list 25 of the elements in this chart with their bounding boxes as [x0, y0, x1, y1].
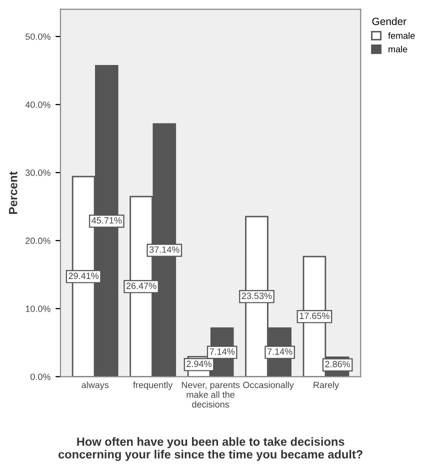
data-label: 2.86%	[325, 360, 350, 368]
legend-title: Gender	[372, 17, 406, 26]
data-label: 7.14%	[210, 348, 235, 355]
y-tick-label: 10.0%	[26, 306, 50, 312]
legend-label: female	[388, 32, 415, 39]
y-tick-label: 30.0%	[26, 170, 50, 176]
y-axis-title: Percent	[9, 171, 18, 214]
data-label: 45.71%	[92, 217, 122, 224]
x-tick-label: Occasionally	[243, 382, 294, 390]
y-tick-label: 20.0%	[26, 238, 50, 244]
y-tick-label: 40.0%	[25, 102, 50, 108]
data-label: 17.65%	[300, 312, 330, 320]
data-label: 37.14%	[149, 246, 180, 253]
data-label: 7.14%	[267, 348, 292, 355]
x-tick-label: Rarely	[314, 382, 340, 390]
x-tick-label: always	[82, 382, 109, 390]
y-tick-label: 50.0%	[26, 33, 50, 40]
data-label: 29.41%	[68, 272, 99, 280]
x-tick-label: frequently	[133, 382, 173, 390]
x-tick-label: Never, parents make all the decisions	[182, 382, 240, 408]
data-label: 23.53%	[242, 292, 272, 300]
y-tick-label: 0.0%	[30, 374, 50, 380]
x-axis-title: How often have you been able to take decisions concerning your life since the time you became adult?	[58, 437, 362, 461]
legend-label: male	[388, 46, 408, 52]
data-label: 26.47%	[126, 282, 156, 290]
